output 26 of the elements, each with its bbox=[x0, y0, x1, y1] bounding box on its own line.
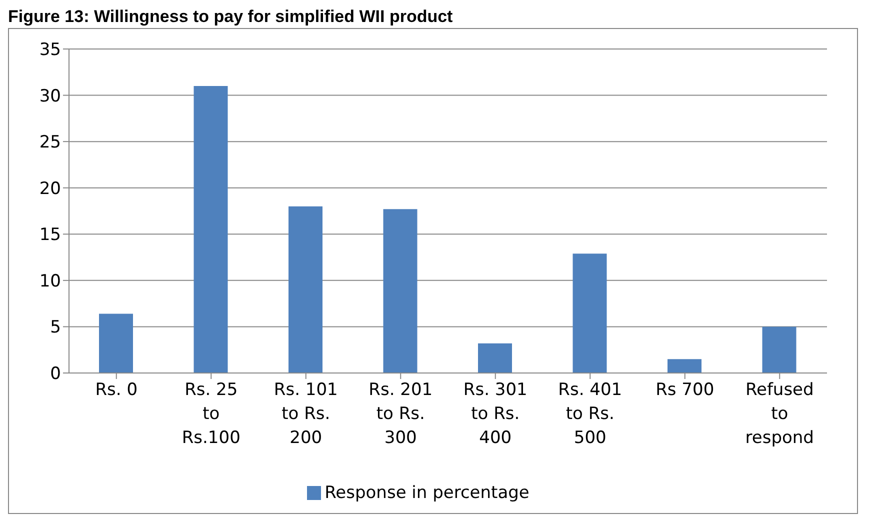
y-tick-label: 5 bbox=[50, 318, 61, 338]
x-tick-label: Rs. 401 to Rs. 500 bbox=[558, 380, 622, 448]
bar bbox=[762, 326, 796, 373]
bar bbox=[383, 209, 418, 373]
bar bbox=[572, 254, 607, 373]
bar bbox=[288, 206, 322, 373]
bar bbox=[194, 86, 228, 373]
y-tick-label: 35 bbox=[39, 40, 61, 60]
x-tick-label: Rs. 201 to Rs. 300 bbox=[368, 380, 433, 448]
y-tick-label: 10 bbox=[39, 271, 61, 292]
bar bbox=[99, 314, 133, 373]
x-tick-label: Refused to respond bbox=[745, 380, 814, 448]
y-tick-label: 0 bbox=[50, 364, 61, 384]
y-tick-label: 15 bbox=[39, 225, 61, 246]
x-tick-label: Rs. 301 to Rs. 400 bbox=[463, 380, 528, 448]
x-tick-label: Rs. 101 to Rs. 200 bbox=[274, 380, 338, 448]
bar bbox=[668, 359, 702, 373]
y-tick-label: 30 bbox=[39, 86, 61, 106]
y-tick-label: 25 bbox=[39, 132, 61, 153]
chart-title: Figure 13: Willingness to pay for simplified WII product bbox=[8, 7, 454, 28]
bar bbox=[478, 343, 512, 373]
y-tick-label: 20 bbox=[39, 178, 61, 199]
x-tick-label: Rs. 25 to Rs.100 bbox=[182, 380, 240, 448]
x-tick-label: Rs. 0 bbox=[95, 380, 138, 400]
x-tick-label: Rs 700 bbox=[656, 380, 714, 400]
legend-label: Response in percentage bbox=[324, 483, 530, 503]
